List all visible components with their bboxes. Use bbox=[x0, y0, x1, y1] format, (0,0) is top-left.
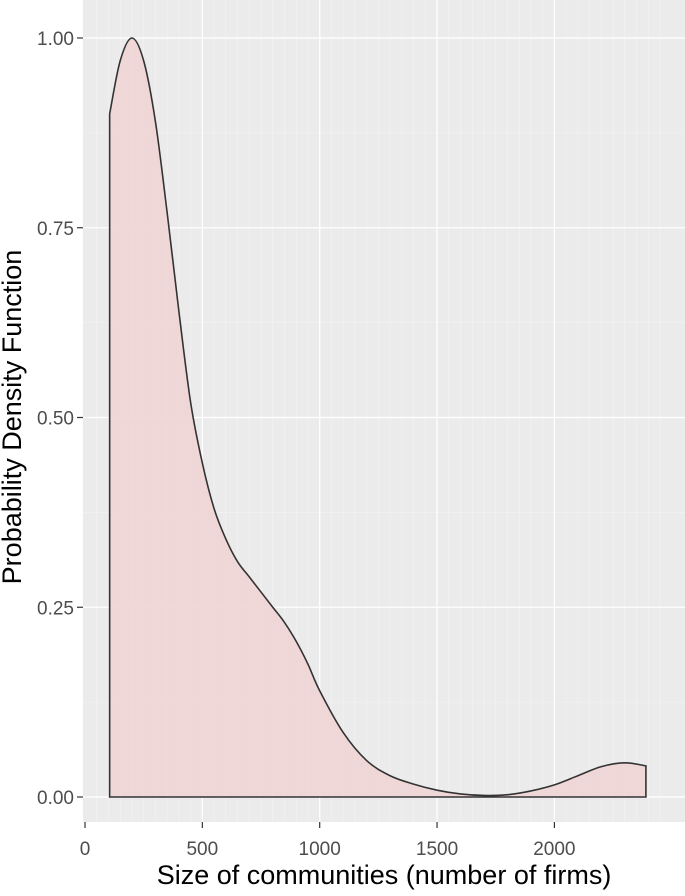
x-tick-label: 0 bbox=[80, 839, 91, 860]
y-tick-label: 0.25 bbox=[37, 598, 74, 619]
x-axis-title: Size of communities (number of firms) bbox=[157, 860, 612, 890]
x-tick-label: 500 bbox=[186, 839, 218, 860]
x-axis: 0 500 1000 1500 2000 bbox=[80, 822, 576, 860]
x-tick-label: 1000 bbox=[299, 839, 341, 860]
y-axis-title: Probability Density Function bbox=[0, 250, 27, 585]
x-tick-label: 2000 bbox=[533, 839, 575, 860]
y-tick-label: 0.50 bbox=[37, 409, 74, 430]
y-tick-label: 1.00 bbox=[37, 29, 74, 50]
x-tick-label: 1500 bbox=[416, 839, 458, 860]
y-tick-label: 0.00 bbox=[37, 788, 74, 809]
density-area bbox=[109, 38, 646, 797]
y-tick-label: 0.75 bbox=[37, 219, 74, 240]
y-axis: 0.00 0.25 0.50 0.75 1.00 bbox=[37, 29, 83, 809]
density-line bbox=[108, 37, 647, 798]
